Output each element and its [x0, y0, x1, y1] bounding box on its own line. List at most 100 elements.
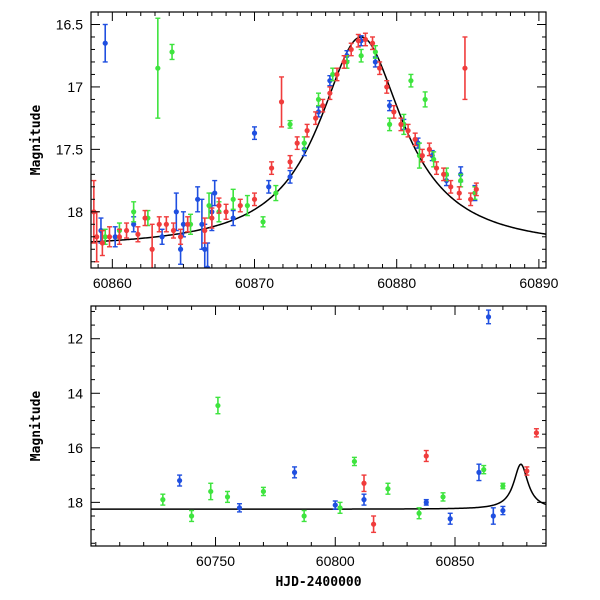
data-point — [524, 466, 530, 476]
data-point — [301, 509, 307, 523]
data-point — [412, 132, 418, 147]
model-curve — [91, 463, 546, 510]
y-tick-label: 17.5 — [56, 141, 83, 157]
data-point — [102, 228, 108, 245]
x-tick-label: 60880 — [377, 275, 416, 291]
data-point — [332, 500, 338, 510]
data-point — [456, 186, 462, 201]
data-point — [112, 226, 118, 248]
data-point — [199, 198, 205, 250]
data-point — [440, 492, 446, 502]
data-point — [348, 42, 354, 57]
data-point — [159, 228, 165, 245]
y-tick-label: 18 — [67, 494, 83, 510]
data-point — [473, 182, 479, 197]
data-point — [391, 104, 397, 119]
top-panel: 60860 60870 60880 60890 16.5 17 17.5 18 Magnitud… — [29, 11, 559, 291]
data-point — [408, 73, 414, 88]
data-point — [377, 61, 383, 76]
y-tick-label: 16 — [67, 440, 83, 456]
data-point — [106, 226, 113, 248]
data-point — [177, 228, 184, 245]
data-point — [361, 474, 367, 493]
data-point — [294, 136, 300, 151]
data-point — [212, 179, 218, 207]
bottom-panel: 60750 60800 60850 12 14 16 18 Magnitude HJD-2400… — [29, 305, 547, 590]
x-tick-label: 60860 — [93, 275, 132, 291]
data-point — [481, 464, 487, 475]
data-point — [102, 23, 108, 63]
data-point — [142, 209, 148, 227]
data-point — [370, 515, 377, 534]
data-point — [337, 501, 343, 514]
x-tick-label: 60750 — [196, 553, 235, 569]
data-point — [301, 136, 307, 151]
x-tick-label: 60890 — [519, 275, 558, 291]
data-point — [384, 79, 390, 94]
data-point — [447, 512, 453, 525]
data-point — [287, 169, 293, 184]
data-point — [206, 192, 212, 219]
data-point — [291, 466, 298, 479]
data-point — [260, 216, 266, 228]
data-point — [313, 111, 319, 126]
data-point — [216, 197, 222, 214]
data-point — [260, 486, 267, 497]
data-point — [163, 216, 169, 233]
data-point — [462, 36, 468, 101]
data-point — [224, 490, 231, 504]
data-point — [422, 91, 428, 108]
data-point — [155, 17, 161, 119]
plot-frame — [90, 305, 547, 547]
data-point — [330, 67, 336, 82]
data-point — [202, 217, 208, 244]
data-points — [160, 309, 540, 534]
data-point — [533, 428, 540, 438]
data-points — [91, 17, 479, 268]
y-axis-title: Magnitude — [29, 391, 44, 462]
data-point — [268, 161, 275, 176]
data-point — [195, 186, 201, 213]
data-point — [131, 201, 137, 223]
data-point — [304, 123, 310, 138]
data-point — [423, 449, 429, 463]
data-point — [123, 222, 130, 239]
model-curve — [91, 36, 546, 243]
data-point — [215, 396, 221, 415]
data-point — [423, 498, 429, 506]
data-point — [448, 179, 454, 194]
y-tick-label: 12 — [67, 331, 83, 347]
data-point — [99, 229, 105, 257]
data-point — [160, 493, 166, 506]
data-point — [185, 216, 191, 233]
data-point — [500, 482, 506, 490]
data-point — [156, 216, 162, 233]
data-point — [351, 456, 358, 467]
y-tick-label: 18 — [67, 204, 83, 220]
data-point — [476, 463, 482, 482]
data-point — [341, 55, 347, 69]
data-point — [441, 167, 447, 182]
data-point — [398, 117, 404, 132]
data-point — [135, 226, 141, 243]
plot-frame — [90, 11, 547, 269]
data-point — [320, 98, 326, 113]
data-point — [149, 223, 155, 268]
data-point — [468, 192, 474, 207]
data-point — [223, 203, 229, 220]
data-point — [419, 148, 425, 163]
data-point — [116, 228, 123, 245]
data-point — [170, 222, 177, 239]
data-point — [372, 45, 378, 59]
data-point — [244, 194, 251, 217]
data-point — [361, 493, 367, 506]
x-tick-label: 60850 — [436, 553, 475, 569]
data-point — [386, 99, 393, 112]
data-point — [490, 507, 496, 525]
data-point — [355, 33, 361, 48]
data-point — [426, 142, 433, 157]
data-point — [230, 209, 236, 227]
data-point — [177, 474, 183, 487]
data-point — [358, 48, 364, 63]
